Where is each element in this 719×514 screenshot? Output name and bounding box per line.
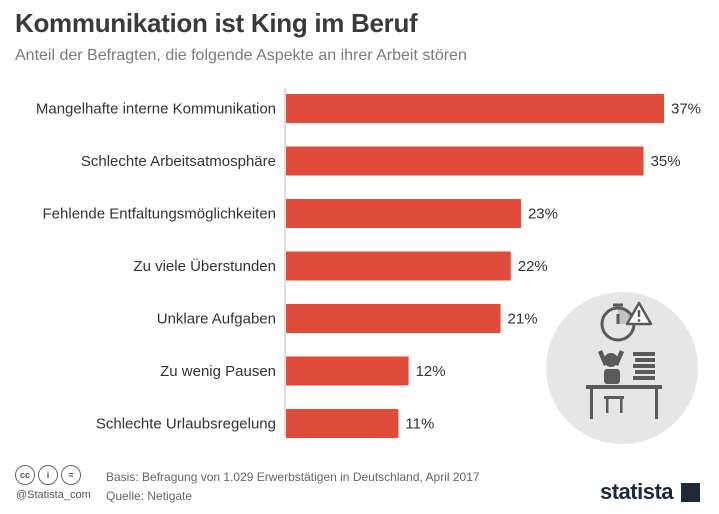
category-label: Unklare Aufgaben — [157, 311, 276, 328]
bar-4 — [286, 304, 501, 333]
nd-icon: = — [61, 465, 81, 485]
value-label: 37% — [671, 101, 701, 118]
category-label: Schlechte Urlaubsregelung — [96, 416, 276, 433]
desk-icon — [586, 385, 662, 419]
value-label: 21% — [508, 311, 538, 328]
value-label: 11% — [405, 416, 434, 433]
value-label: 22% — [518, 258, 548, 275]
bar-5 — [286, 356, 409, 386]
category-label: Zu viele Überstunden — [133, 257, 276, 275]
category-label: Mangelhafte interne Kommunikation — [36, 101, 276, 118]
license-icons: cc i = — [15, 465, 90, 487]
by-icon: i — [38, 465, 58, 485]
category-label: Fehlende Entfaltungsmöglichkeiten — [43, 206, 276, 223]
bar-chart: Mangelhafte interne Kommunikation 37% Schl… — [36, 88, 701, 444]
source-note: Quelle: Netigate — [106, 489, 193, 503]
chart-title: Kommunikation ist King im Beruf — [15, 8, 418, 38]
bar-1 — [286, 146, 644, 176]
stress-illustration — [546, 292, 698, 444]
cc-icon: cc — [15, 465, 35, 485]
statista-logo[interactable]: statista — [600, 479, 674, 504]
bar-6 — [286, 409, 399, 438]
bars-group: Mangelhafte interne Kommunikation 37% Schl… — [36, 94, 701, 438]
social-handle[interactable]: @Statista_com — [16, 489, 91, 501]
statista-logo-icon — [681, 483, 700, 502]
paper-stack-icon — [633, 352, 655, 380]
warning-icon — [625, 301, 653, 326]
basis-note: Basis: Befragung von 1.029 Erwerbstätige… — [106, 470, 480, 484]
bar-2 — [286, 199, 521, 228]
category-label: Schlechte Arbeitsatmosphäre — [81, 153, 276, 170]
bar-0 — [286, 94, 664, 123]
bar-3 — [286, 251, 511, 281]
value-label: 35% — [651, 153, 681, 170]
category-label: Zu wenig Pausen — [160, 363, 276, 380]
chart-subtitle: Anteil der Befragten, die folgende Aspek… — [15, 47, 467, 64]
value-label: 12% — [416, 363, 446, 380]
value-label: 23% — [528, 206, 558, 223]
illustration-circle — [546, 292, 698, 444]
stressed-person-icon — [598, 350, 624, 384]
